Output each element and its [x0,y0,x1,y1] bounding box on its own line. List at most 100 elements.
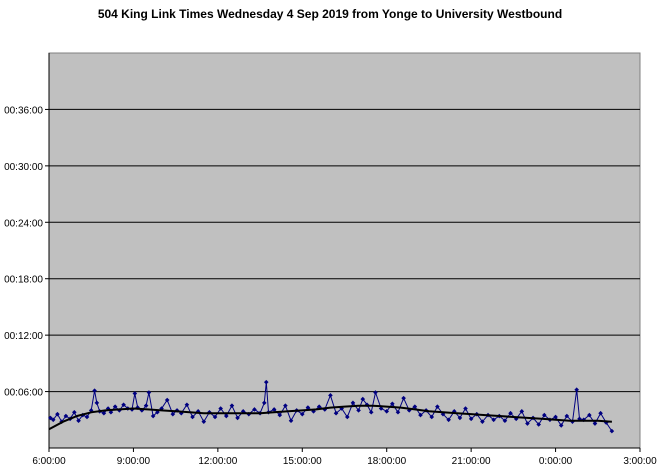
data-point [345,414,350,420]
chart-title: 504 King Link Times Wednesday 4 Sep 2019… [97,7,563,21]
data-point [72,409,77,415]
data-point [457,415,463,421]
data-point [240,409,246,414]
data-point [263,379,269,385]
data-point [271,407,277,412]
data-point [235,415,240,421]
data-point [143,403,149,408]
data-point [384,409,390,414]
x-tick-label: 12:00:00 [198,456,237,467]
data-point [350,400,356,406]
data-point [446,417,451,423]
data-point [229,403,235,408]
data-point [132,391,138,396]
data-point [288,418,294,424]
data-point [368,409,374,415]
series-layer [48,379,615,434]
data-point [322,407,328,412]
data-point [401,395,406,401]
data-point [609,428,615,434]
data-point [598,410,603,416]
data-point [76,418,81,424]
data-point [92,388,97,393]
data-point [542,412,547,418]
data-point [536,422,541,427]
x-tick-label: 9:00:00 [117,456,151,467]
x-tick-label: 18:00:00 [367,456,406,467]
x-tick-label: 0:00:00 [539,456,573,467]
data-point [564,413,570,419]
data-point [218,406,223,411]
data-point [463,406,468,411]
data-point [201,419,207,424]
y-tick-label: 00:36:00 [4,105,43,116]
data-point [412,404,418,409]
data-point [277,412,283,418]
y-tick-label: 00:18:00 [4,275,43,286]
data-point [224,413,229,419]
data-point [502,418,508,424]
y-tick-label: 00:12:00 [4,331,43,342]
data-point [508,410,513,416]
data-point [261,400,267,406]
data-point [311,409,316,414]
y-tick-label: 00:30:00 [4,162,43,173]
data-point [468,416,474,422]
data-point [480,419,485,424]
data-point [390,401,395,407]
data-point [360,396,366,402]
data-point [592,421,598,426]
data-point [252,407,257,412]
data-point [429,414,435,420]
data-point [373,390,378,395]
axes: 00:06:00 00:12:00 00:18:00 00:24:00 00:30:00… [4,53,657,467]
data-point [63,413,69,419]
data-point [305,405,311,410]
data-point [112,404,118,409]
data-point [328,393,333,398]
data-point [84,414,90,420]
x-tick-label: 15:00:00 [283,456,322,467]
data-point [378,406,384,411]
data-point [48,415,53,421]
data-point [395,409,401,415]
data-point [121,402,126,408]
y-tick-label: 00:06:00 [4,388,43,399]
x-tick-label: 6:00:00 [32,456,66,467]
data-point [174,408,180,413]
data-point [435,404,440,409]
data-point [525,421,530,426]
data-point [94,400,100,406]
data-point [108,409,114,415]
x-tick-label: 3:00:00 [623,456,657,467]
gridlines [49,108,640,393]
data-point [164,397,170,403]
data-point [101,410,107,416]
data-point [170,411,176,417]
data-point [50,417,56,423]
data-point [491,417,496,423]
data-point [418,412,423,418]
data-point [150,413,156,419]
data-point [55,411,60,417]
data-point [333,410,339,416]
y-tick-label: 00:24:00 [4,218,43,229]
data-point [553,414,558,420]
data-point [190,414,195,420]
data-point [283,403,288,408]
plot-background [48,52,641,449]
data-point [519,409,525,414]
x-tick-label: 21:00:00 [452,456,491,467]
data-point [135,405,140,410]
data-point [146,390,152,395]
data-point [299,411,305,417]
data-point [184,402,190,408]
data-point [558,423,564,428]
data-point [178,410,184,416]
data-point [587,412,592,418]
data-point [212,414,218,420]
trend-line [48,404,612,431]
data-point [574,387,579,392]
data-point [316,404,322,409]
